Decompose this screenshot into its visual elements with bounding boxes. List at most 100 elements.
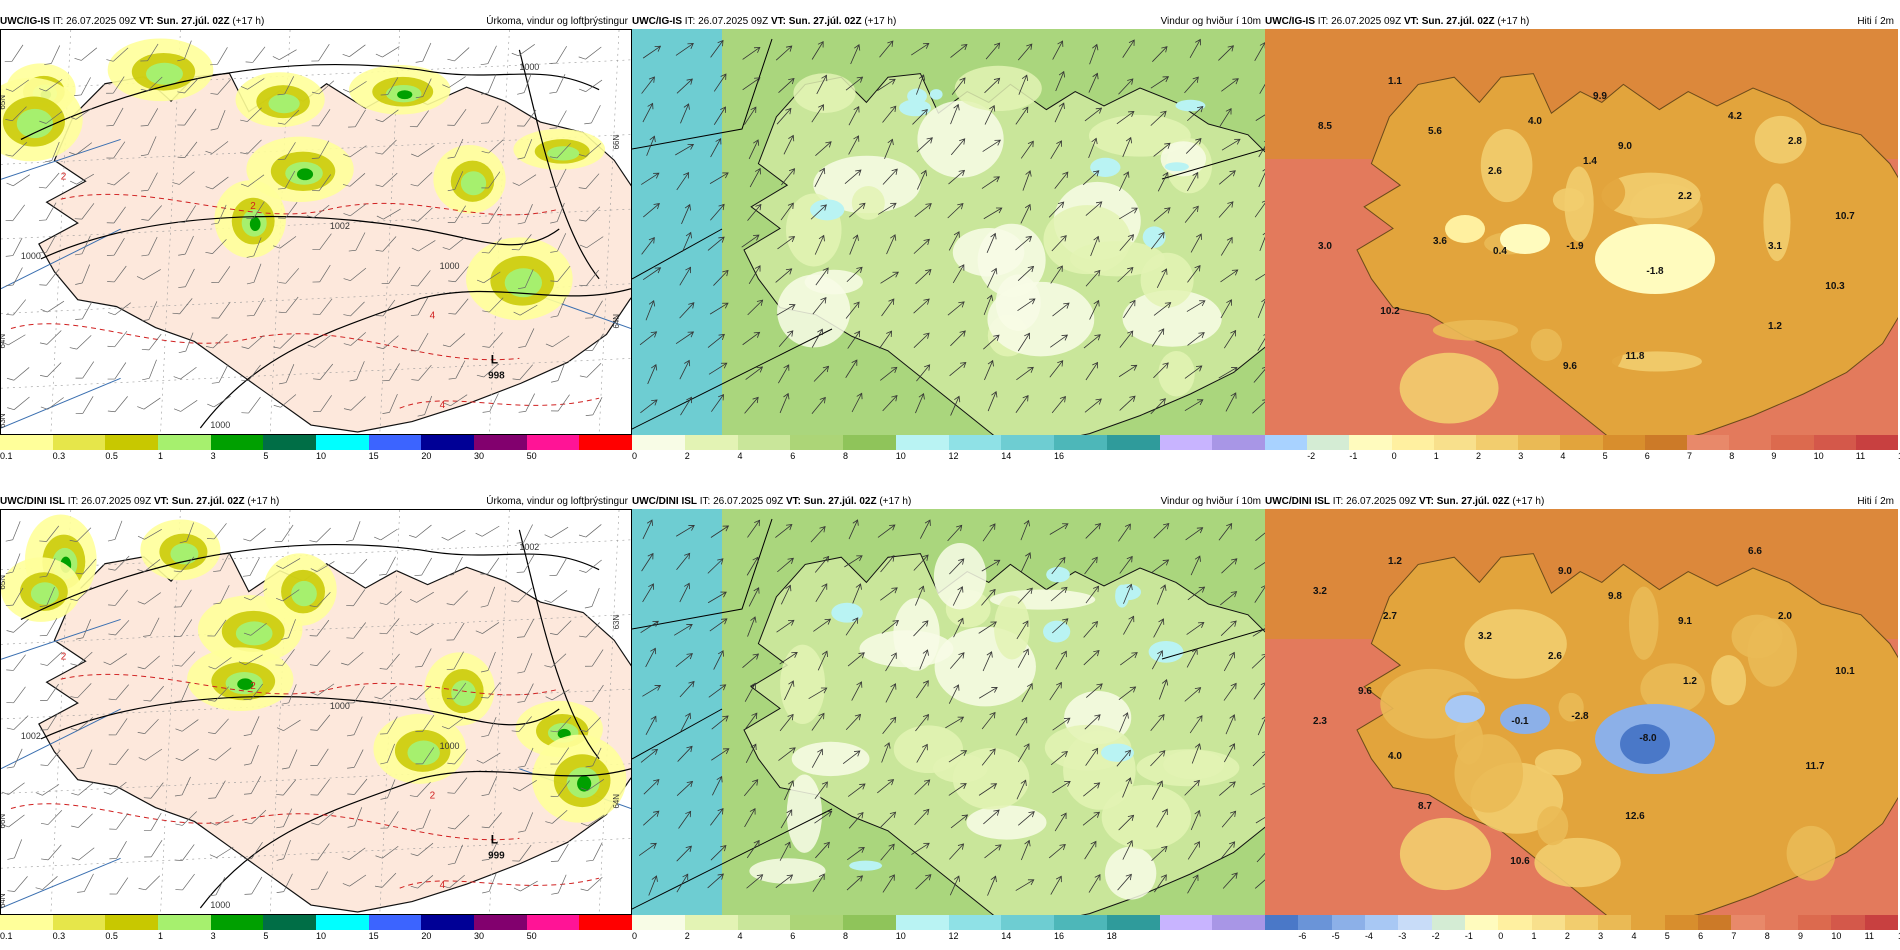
wind-barb [311,109,331,127]
it-label: IT: [1332,496,1344,507]
precip-area [460,171,487,196]
wind-arrow [1083,649,1100,666]
map-area[interactable]: 1.1 8.5 5.6 4.0 9.9 4.2 2.8 9.0 1.4 2.6 10.7 2.2 3.0… [1265,29,1898,435]
temp-value-label: 3.0 [1318,241,1332,252]
wind-arrow [1122,777,1132,798]
lat-label: 64N [1,334,7,349]
wind-arrow [915,713,930,732]
wind-arrow [744,712,758,731]
wind-barb [243,776,262,795]
region-border [632,708,723,760]
temp-value-label: 9.8 [1608,591,1622,602]
wind-arrow [1151,650,1163,670]
wind-barb [175,748,199,762]
lead-time: (+17 h) [232,16,265,27]
map-area[interactable]: 1000 1000 1002 1000 1000 2 2 4 4 65N 64N 63N 66N 64N L… [0,29,632,435]
wind-arrow [810,526,826,543]
colorbar-tick-label: 9 [1798,931,1804,941]
wind-arrow [1021,682,1033,703]
wind-arrow [1150,713,1165,731]
colorbar-swatch [1431,915,1465,930]
vt-value: Sun. 27.júl. 02Z [803,496,877,507]
wind-arrow [1255,527,1265,541]
wind-arrow [984,77,1001,94]
wind-arrow [950,814,969,829]
wind-arrow [775,268,793,283]
wind-arrow [1150,398,1166,415]
wind-arrow [643,203,660,218]
wind-barb [5,79,30,92]
wind-arrow [880,366,898,381]
wind-arrow [881,742,891,763]
map-area[interactable]: 1002 1000 1000 1002 1000 2 2 2 4 65N 66N 64N 63N 64N L… [0,509,632,915]
colorbar-tick-label: -1 [1349,451,1358,461]
colorbar-tick-label: 4 [737,451,743,461]
wind-arrow [645,647,657,668]
wind-barb [343,81,367,93]
wind-arrow [1049,523,1069,535]
wind-arrow [1123,615,1135,635]
wind-barb [5,553,21,574]
wind-arrow [947,301,965,316]
wind-barb [551,874,567,895]
panel-title: Úrkoma, vindur og loftþrýstingur [486,496,628,507]
wind-arrow [1085,683,1103,698]
colorbar-swatch [1564,915,1599,930]
wind-arrow [642,519,653,540]
wind-barb [69,107,93,120]
lake [1115,584,1129,608]
wind-barb [275,649,295,666]
wind-arrow [711,715,729,730]
map-area[interactable]: 1.2 6.6 3.2 9.0 2.7 9.8 3.2 9.1 2.0 2.6 10.1 9.6 1.2… [1265,509,1898,915]
wind-arrow [911,842,930,855]
colorbar-swatch [1764,915,1798,930]
wind-arrow [748,265,761,284]
wind-barb [475,622,500,634]
wind-arrow [642,45,662,59]
wind-barb [579,236,604,249]
wind-barb [374,872,397,888]
wind-arrow [1123,299,1136,319]
colorbar-swatch [948,435,1002,450]
wind-barb [313,363,334,380]
temp-field [1654,304,1753,346]
wind-arrow [639,331,658,346]
map-area[interactable] [632,29,1265,435]
colorbar-tick-label: 6 [790,931,796,941]
wind-arrow [1223,682,1237,701]
wind-barb [379,618,400,635]
isotherm-line [60,673,560,696]
temp-field [1558,692,1584,722]
wind-arrow [708,362,728,375]
precip-area [397,90,413,100]
wind-barb [40,683,59,701]
wind-barb [240,107,262,122]
map-area[interactable] [632,509,1265,915]
wind-arrow [674,623,693,636]
wind-barb [446,682,467,700]
wind-arrow [1015,716,1028,736]
wind-barb [40,809,63,825]
wind-barb [69,586,92,601]
wind-barb [39,330,62,345]
wind-arrow [676,525,695,537]
wind-arrow [848,811,864,829]
wind-arrow [643,810,660,826]
wind-barb [246,237,262,258]
wind-arrow [1252,624,1265,637]
colorbar-swatch [895,435,949,450]
precip-area [237,678,254,690]
wind-barb [448,298,469,315]
colorbar-swatch [1729,435,1772,450]
wind-arrow [919,519,931,539]
wind-barb [579,269,599,287]
wind-barb [549,110,567,129]
wind-panel-dini: UWC/DINI ISL IT: 26.07.2025 09Z VT: Sun.… [632,495,1265,942]
colorbar-swatch [684,915,738,930]
wind-barb [41,844,62,861]
colorbar-tick-label: 16 [1054,451,1065,461]
wind-barb [441,716,465,730]
wind-barb [136,269,161,280]
wind-barb [69,335,92,350]
wind-arrow [1185,527,1204,541]
